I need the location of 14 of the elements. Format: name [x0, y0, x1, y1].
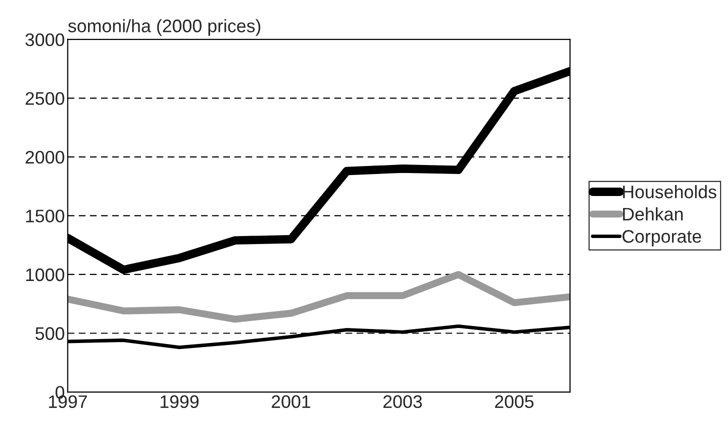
x-tick-label: 1999 [160, 395, 199, 408]
y-tick-label: 1500 [26, 210, 64, 222]
y-tick-label: 3000 [25, 33, 64, 46]
y-tick-label: 500 [36, 327, 64, 340]
y-tick-label: 2500 [26, 92, 64, 105]
y-axis-title: somoni/ha (2000 prices) [68, 19, 260, 36]
y-tick-label: 2000 [26, 150, 64, 164]
x-tick-label: 2005 [495, 395, 534, 408]
y-tick-label: 1000 [26, 268, 64, 282]
legend-label: Dehkan [623, 207, 683, 221]
legend-label: Corporate [622, 230, 702, 246]
x-tick-label: 2003 [383, 395, 422, 408]
x-tick-label: 2001 [272, 395, 310, 408]
legend-label: Households [623, 185, 716, 198]
